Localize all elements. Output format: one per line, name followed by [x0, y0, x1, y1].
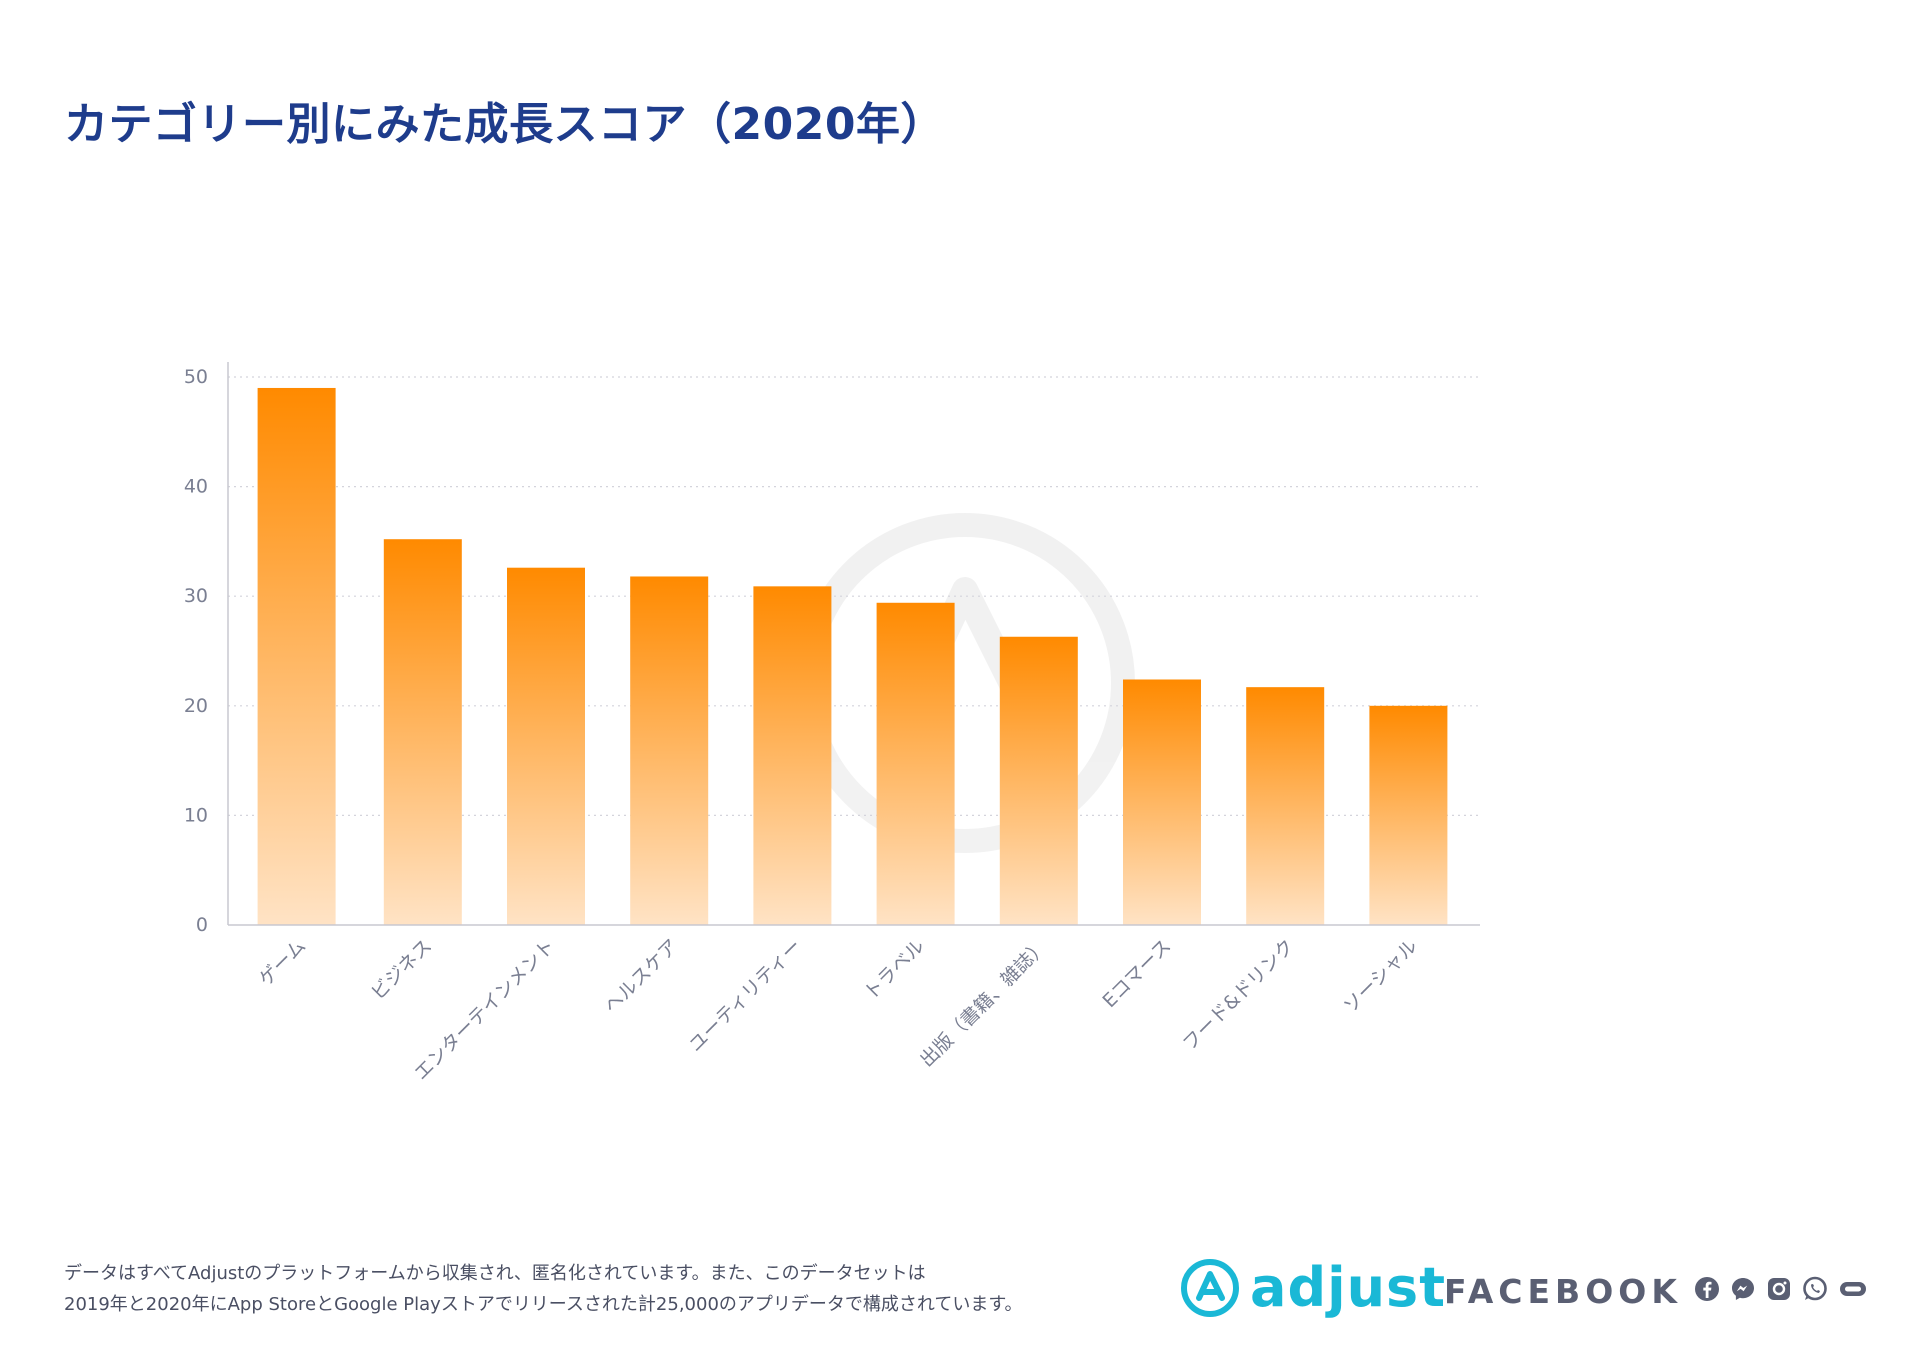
facebook-icon — [1694, 1276, 1720, 1302]
oculus-icon — [1838, 1276, 1868, 1302]
adjust-wordmark: adjust — [1250, 1256, 1447, 1319]
instagram-icon — [1766, 1276, 1792, 1302]
bar-3 — [507, 567, 585, 925]
messenger-icon — [1730, 1276, 1756, 1302]
page-title: カテゴリー別にみた成長スコア（2020年） — [64, 99, 945, 150]
x-category-label: ゲーム — [255, 935, 310, 990]
x-category-label: ヘルスケア — [600, 935, 683, 1018]
bar-8 — [1123, 679, 1201, 925]
x-category-label: Eコマース — [1098, 935, 1175, 1012]
y-tick-label: 40 — [184, 476, 208, 498]
x-category-label: ビジネス — [367, 935, 436, 1004]
y-tick-label: 30 — [184, 585, 208, 607]
y-tick-label: 0 — [196, 914, 208, 936]
bar-1 — [257, 387, 336, 926]
footnote-line-2: 2019年と2020年にApp StoreとGoogle Playストアでリリー… — [64, 1294, 1023, 1315]
x-category-label: ユーティリティー — [685, 935, 806, 1056]
y-tick-label: 50 — [184, 366, 208, 388]
bar-5 — [753, 586, 832, 925]
x-category-label: 出版（書籍、雑誌） — [916, 935, 1052, 1071]
bar-2 — [383, 539, 462, 925]
adjust-brand: adjust — [1180, 1258, 1446, 1318]
x-category-label: トラベル — [860, 935, 929, 1004]
x-category-label: フード&ドリンク — [1179, 935, 1299, 1055]
adjust-logo-icon — [1181, 1259, 1239, 1317]
footnote: データはすべてAdjustのプラットフォームから収集され、匿名化されています。ま… — [64, 1258, 1064, 1320]
x-category-label: ソーシャル — [1339, 935, 1421, 1017]
whatsapp-icon — [1802, 1276, 1828, 1302]
bar-6 — [876, 602, 955, 925]
x-category-label: エンターテインメント — [410, 935, 560, 1085]
bar-4 — [630, 576, 709, 925]
bar-7 — [999, 636, 1078, 925]
bar-10 — [1369, 705, 1448, 925]
footnote-line-1: データはすべてAdjustのプラットフォームから収集され、匿名化されています。ま… — [64, 1263, 926, 1284]
facebook-wordmark: FACEBOOK — [1444, 1272, 1682, 1311]
facebook-family-icons — [1694, 1276, 1868, 1302]
y-tick-label: 20 — [184, 695, 208, 717]
y-tick-label: 10 — [184, 804, 208, 826]
bar-9 — [1246, 687, 1325, 925]
